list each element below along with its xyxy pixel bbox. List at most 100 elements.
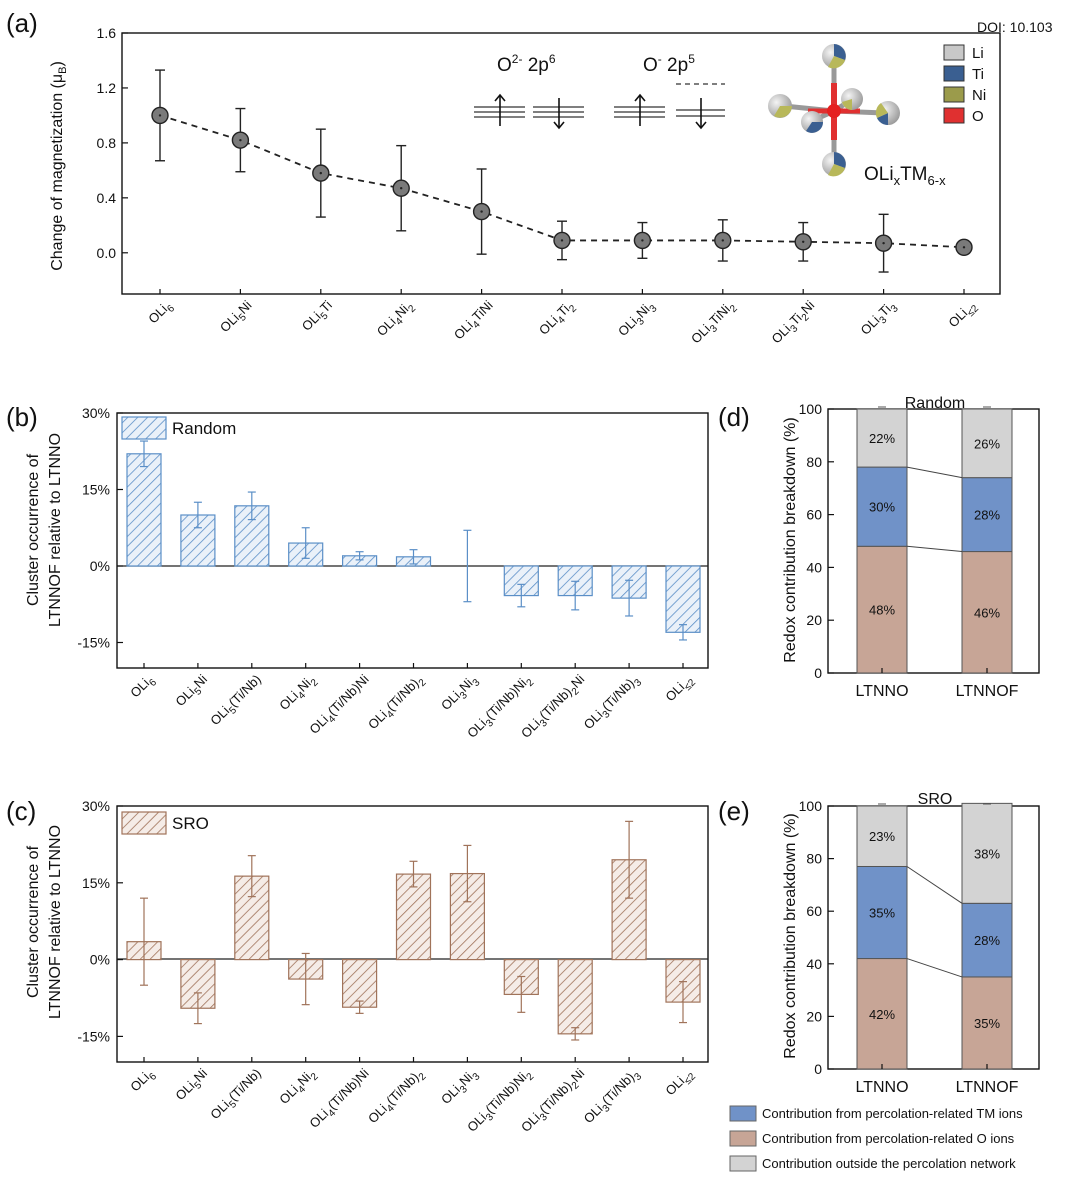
panel-d-xtick-label: LTNNOF (956, 683, 1019, 700)
panel-b-bars (126, 440, 701, 668)
panel-a-xtick-label: OLi3Ti3 (858, 297, 901, 340)
panel-a-xtick-label: OLi6 (145, 297, 177, 329)
panel-e-stack-segment (856, 958, 908, 1070)
panel-e-ytick-label: 0 (814, 1061, 822, 1077)
panel-a-ytick-label: 0.0 (97, 245, 117, 261)
panel-a-point-center (721, 239, 724, 242)
panel-d-ytick-label: 40 (806, 559, 822, 575)
panel-a-xtick-label: OLi≤2 (945, 297, 981, 333)
panel-d-segment-label: 22% (869, 431, 895, 446)
panel-d-connector-line (906, 466, 963, 479)
panel-e-ytick-label: 60 (806, 903, 822, 919)
panel-b-xtick-label: OLi≤2 (662, 671, 698, 707)
panel-e-title: SRO (918, 791, 953, 808)
panel-b-xtick-label: OLi5Ni (172, 671, 213, 712)
panel-b-bar (665, 565, 701, 633)
panel-c-ylabel-line1: Cluster occurrence of (25, 845, 42, 998)
panel-d-segment-label: 46% (974, 605, 1000, 620)
panel-d-stack-segment (961, 477, 1013, 553)
o1-annotation: O- 2p5 (643, 52, 695, 76)
panel-d-bars: 48% 30% 22% LTNNO 46% 28% 26% LTNNOF (855, 406, 1019, 700)
panel-a-xtick-label: OLi3Ni3 (615, 297, 660, 342)
panel-c-bar (557, 958, 593, 1035)
panel-a-ytick-label: 0.8 (97, 135, 117, 151)
panel-a-ytick-label: 1.6 (97, 25, 117, 41)
orbital-diagram: O2- 2p6 O- 2p5 (474, 52, 725, 130)
panel-b-bar (126, 453, 162, 567)
panel-e-stack-segment (961, 902, 1013, 978)
panel-c-bar (342, 958, 378, 1008)
panel-d-segment-label: 28% (974, 508, 1000, 523)
contribution-legend: Contribution from percolation-related TM… (729, 1105, 1023, 1172)
o2-annotation: O2- 2p6 (497, 52, 556, 76)
species-legend-swatch (943, 107, 965, 124)
panel-c-xtick-label: OLi5Ni (172, 1065, 213, 1106)
panel-a-label: (a) (6, 8, 38, 38)
panel-b-legend-swatch (121, 416, 167, 440)
panel-d-stack-segment (961, 408, 1013, 479)
panel-e-label: (e) (718, 796, 750, 826)
panel-a-xtick-label: OLi4Ni2 (374, 297, 419, 342)
panel-d-xtick-label: LTNNO (855, 683, 908, 700)
panel-e-segment-label: 42% (869, 1007, 895, 1022)
panel-b-yticks: -15% 0% 15% 30% (77, 405, 123, 651)
panel-b-ytick-label: -15% (77, 635, 110, 651)
species-legend-swatch (943, 86, 965, 103)
panel-a-point-center (319, 171, 322, 175)
panel-c-xtick-label: OLi4(Ti/Nb)2 (365, 1065, 429, 1129)
panel-a-xtick-label: OLi4TiNi (451, 297, 499, 345)
doi-text: DOI: 10.103 (977, 19, 1053, 35)
panel-d-ytick-label: 0 (814, 665, 822, 681)
panel-d-title: Random (905, 395, 965, 412)
panel-a-xtick-label: OLi5Ti (299, 297, 338, 336)
panel-b-xtick-label: OLi5(Ti/Nb) (207, 672, 267, 732)
panel-c-xtick-label: OLi≤2 (662, 1065, 698, 1101)
panel-e: (e) Redox contribution breakdown (%) SRO… (718, 791, 1040, 1096)
panel-e-ytick-label: 20 (806, 1008, 822, 1024)
panel-c-bar (395, 873, 432, 961)
species-legend-label: Ti (972, 66, 984, 83)
panel-e-segment-label: 38% (974, 846, 1000, 861)
panel-b-ytick-label: 0% (90, 558, 110, 574)
panel-e-connector-line (906, 958, 963, 978)
panel-c-bar (234, 875, 270, 961)
panel-d-ylabel: Redox contribution breakdown (%) (782, 417, 799, 662)
panel-e-ytick-label: 40 (806, 956, 822, 972)
panel-d-segment-label: 48% (869, 603, 895, 618)
panel-a-point-center (802, 240, 805, 243)
panel-e-yticks: 0 20 40 60 80 100 (799, 798, 834, 1077)
panel-b-label: (b) (6, 402, 38, 432)
panel-d-ytick-label: 20 (806, 612, 822, 628)
panel-a-point-center (560, 239, 564, 242)
panel-a-points (151, 69, 973, 294)
panel-a-yticks: 0.0 0.4 0.8 1.2 1.6 (97, 25, 128, 261)
panel-c-ytick-label: 15% (82, 875, 110, 891)
panel-b-ylabel-line2: LTNNOF relative to LTNNO (47, 433, 64, 627)
panel-a-ylabel: Change of magnetization (μB) (49, 61, 69, 271)
panel-a-point-center (882, 241, 885, 245)
species-legend-label: Ni (972, 87, 986, 104)
panel-c-ylabel-line2: LTNNOF relative to LTNNO (47, 825, 64, 1019)
panel-a-xtick-label: OLi5Ni (217, 297, 258, 338)
panel-b-xtick-label: OLi4Ni2 (276, 671, 321, 716)
panel-c: (c) Cluster occurrence of LTNNOF relativ… (6, 796, 709, 1135)
panel-b-xtick-label: OLi6 (127, 671, 159, 703)
panel-b-xtick-label: OLi3(Ti/Nb)3 (581, 671, 645, 735)
panel-b-frame (116, 412, 709, 669)
panel-c-xtick-label: OLi3(Ti/Nb)3 (581, 1065, 645, 1129)
octahedral-cluster-icon: OLixTM6-x (768, 44, 946, 188)
panel-d-frame (827, 408, 1040, 674)
panel-e-ylabel: Redox contribution breakdown (%) (782, 813, 799, 1058)
panel-c-xtick-label: OLi5(Ti/Nb) (207, 1066, 267, 1126)
panel-a-xtick-label: OLi4Ti2 (536, 297, 579, 340)
panel-a-point-center (480, 210, 483, 213)
panel-c-ytick-label: 30% (82, 798, 110, 814)
panel-c-label: (c) (6, 796, 36, 826)
panel-e-ytick-label: 100 (799, 798, 823, 814)
panel-a-point-center (400, 187, 403, 190)
panel-e-frame (827, 805, 1040, 1070)
panel-c-ytick-label: 0% (90, 952, 110, 968)
panel-b-ytick-label: 15% (82, 482, 110, 498)
